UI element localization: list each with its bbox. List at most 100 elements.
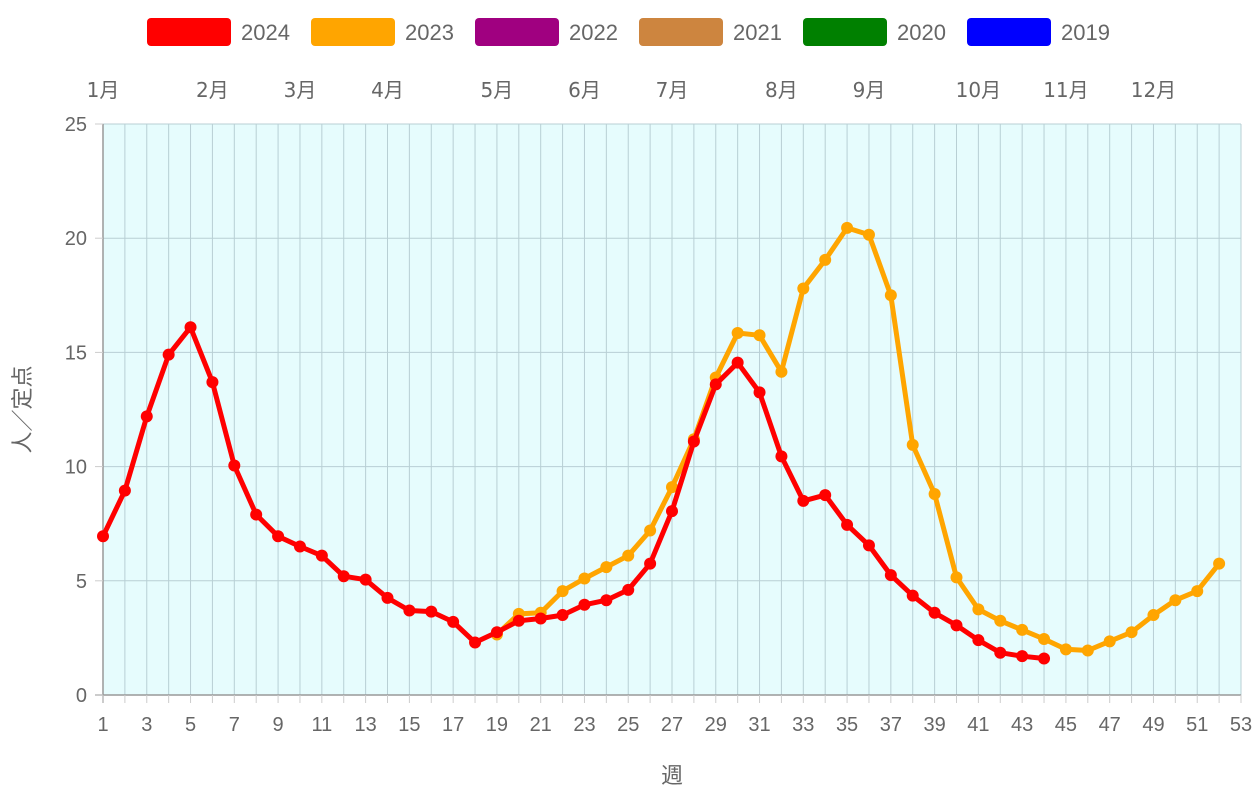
data-point[interactable]	[622, 583, 635, 596]
data-point[interactable]	[403, 604, 416, 617]
data-point[interactable]	[1169, 594, 1182, 607]
data-point[interactable]	[884, 569, 897, 582]
data-point[interactable]	[928, 606, 941, 619]
data-point[interactable]	[797, 494, 810, 507]
data-point[interactable]	[950, 571, 963, 584]
data-point[interactable]	[272, 530, 285, 543]
data-point[interactable]	[1038, 633, 1051, 646]
data-point[interactable]	[1038, 652, 1051, 665]
data-point[interactable]	[578, 598, 591, 611]
x-tick-label: 41	[967, 714, 989, 736]
legend-item-2021[interactable]: 2021	[639, 18, 782, 46]
data-point[interactable]	[862, 228, 875, 241]
month-label: 6月	[568, 78, 601, 102]
data-point[interactable]	[228, 459, 241, 472]
data-point[interactable]	[534, 612, 547, 625]
data-point[interactable]	[841, 518, 854, 531]
data-point[interactable]	[490, 626, 503, 639]
data-point[interactable]	[1016, 650, 1029, 663]
data-point[interactable]	[184, 321, 197, 334]
data-point[interactable]	[950, 619, 963, 632]
data-point[interactable]	[1213, 557, 1226, 570]
data-point[interactable]	[644, 524, 657, 537]
legend-item-2024[interactable]: 2024	[147, 18, 290, 46]
x-tick-label: 31	[748, 714, 770, 736]
data-point[interactable]	[447, 615, 460, 628]
y-tick-label: 5	[76, 571, 87, 593]
data-point[interactable]	[972, 634, 985, 647]
legend: 2024 2023 2022 2021 2020 2019	[147, 18, 1110, 46]
data-point[interactable]	[337, 570, 350, 583]
y-tick-label: 15	[65, 342, 87, 364]
data-point[interactable]	[666, 481, 678, 494]
data-point[interactable]	[1125, 626, 1138, 639]
data-point[interactable]	[250, 508, 263, 521]
data-point[interactable]	[315, 549, 328, 562]
data-point[interactable]	[841, 221, 854, 234]
month-label: 7月	[656, 78, 689, 102]
x-tick-label: 47	[1099, 714, 1121, 736]
data-point[interactable]	[1081, 644, 1094, 657]
data-point[interactable]	[644, 557, 657, 570]
legend-item-2020[interactable]: 2020	[803, 18, 946, 46]
data-point[interactable]	[753, 386, 766, 399]
data-point[interactable]	[1059, 643, 1072, 656]
x-tick-label: 25	[617, 714, 639, 736]
data-point[interactable]	[775, 365, 788, 378]
data-point[interactable]	[512, 614, 525, 627]
data-point[interactable]	[994, 646, 1007, 659]
month-label: 11月	[1043, 78, 1088, 102]
data-point[interactable]	[1147, 609, 1160, 622]
series	[97, 221, 1226, 665]
data-point[interactable]	[709, 378, 722, 391]
y-axis-title: 人／定点	[11, 365, 36, 453]
data-point[interactable]	[206, 376, 219, 389]
x-tick-label: 11	[311, 714, 332, 736]
data-point[interactable]	[687, 435, 700, 448]
data-point[interactable]	[578, 572, 591, 585]
data-point[interactable]	[666, 505, 678, 518]
data-point[interactable]	[753, 329, 766, 342]
data-point[interactable]	[731, 326, 744, 339]
data-point[interactable]	[1191, 585, 1204, 598]
data-point[interactable]	[622, 549, 635, 562]
legend-swatch	[967, 18, 1051, 46]
data-point[interactable]	[162, 348, 175, 361]
data-point[interactable]	[1103, 635, 1116, 648]
data-point[interactable]	[906, 589, 919, 602]
data-point[interactable]	[731, 356, 744, 369]
data-point[interactable]	[600, 594, 613, 607]
data-point[interactable]	[556, 609, 569, 622]
month-label: 3月	[284, 78, 317, 102]
data-point[interactable]	[972, 603, 985, 616]
data-point[interactable]	[862, 539, 875, 552]
data-point[interactable]	[118, 484, 131, 497]
data-point[interactable]	[928, 488, 941, 501]
data-point[interactable]	[469, 636, 482, 649]
x-tick-label: 17	[442, 714, 464, 736]
data-point[interactable]	[819, 253, 832, 266]
data-point[interactable]	[819, 489, 832, 502]
x-tick-label: 33	[792, 714, 814, 736]
legend-swatch	[311, 18, 395, 46]
data-point[interactable]	[906, 438, 919, 451]
data-point[interactable]	[797, 282, 810, 295]
data-point[interactable]	[97, 530, 109, 543]
data-point[interactable]	[1016, 623, 1029, 636]
data-point[interactable]	[293, 540, 306, 553]
legend-item-2022[interactable]: 2022	[475, 18, 618, 46]
data-point[interactable]	[775, 450, 788, 463]
data-point[interactable]	[994, 614, 1007, 627]
data-point[interactable]	[425, 605, 438, 618]
x-tick-label: 49	[1142, 714, 1164, 736]
legend-item-2019[interactable]: 2019	[967, 18, 1110, 46]
month-label: 9月	[853, 78, 886, 102]
legend-item-2023[interactable]: 2023	[311, 18, 454, 46]
data-point[interactable]	[600, 561, 613, 574]
data-point[interactable]	[381, 591, 394, 604]
data-point[interactable]	[359, 573, 372, 586]
data-point[interactable]	[556, 585, 569, 598]
series-2024	[97, 321, 1051, 665]
data-point[interactable]	[140, 410, 153, 423]
data-point[interactable]	[884, 289, 897, 302]
